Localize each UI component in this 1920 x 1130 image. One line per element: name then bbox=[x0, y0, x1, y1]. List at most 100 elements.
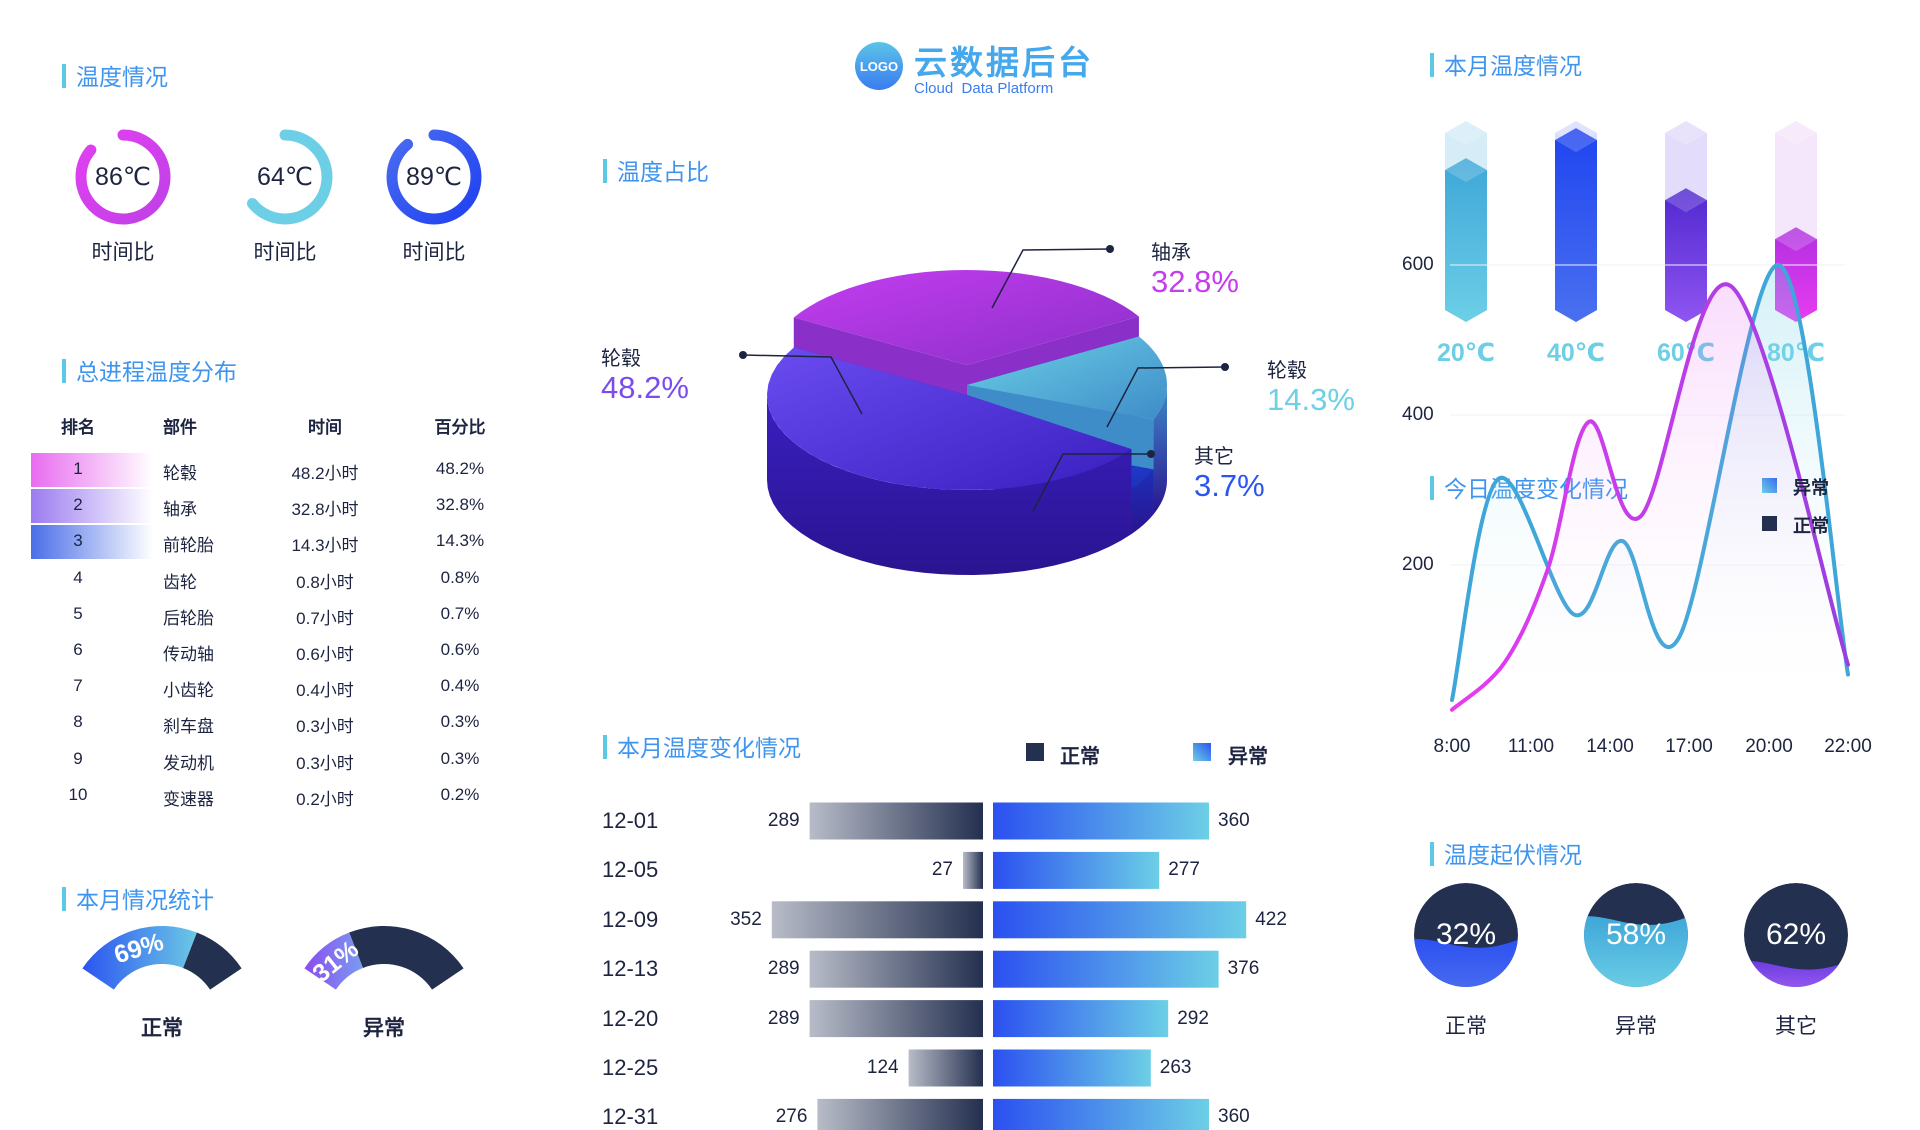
time-cell: 0.4小时 bbox=[296, 681, 354, 701]
rank-cell: 4 bbox=[73, 567, 83, 587]
x-tick-label: 17:00 bbox=[1665, 736, 1713, 757]
pie-label-percent: 3.7% bbox=[1194, 468, 1265, 503]
pie-slice-side bbox=[1153, 385, 1167, 515]
x-tick-label: 22:00 bbox=[1824, 736, 1872, 757]
semi-gauges-svg bbox=[82, 926, 464, 990]
percent-cell: 0.7% bbox=[440, 603, 480, 623]
percent-cell: 0.8% bbox=[440, 567, 480, 587]
pie-leader-dot bbox=[739, 351, 747, 359]
part-cell: 后轮胎 bbox=[163, 608, 214, 628]
thermo-bar[interactable] bbox=[1445, 121, 1487, 322]
thermo-bar-fill-cap bbox=[1665, 188, 1707, 213]
rank-cell: 6 bbox=[73, 640, 83, 659]
bar-normal[interactable] bbox=[809, 1000, 983, 1038]
x-tick-label: 14:00 bbox=[1586, 736, 1634, 757]
percent-cell: 0.2% bbox=[440, 784, 480, 804]
bar-abnormal[interactable] bbox=[993, 1000, 1169, 1038]
legend-swatch-normal bbox=[1026, 743, 1044, 761]
x-tick-label: 11:00 bbox=[1507, 736, 1555, 757]
percent-cell: 14.3% bbox=[435, 531, 485, 551]
part-cell: 刹车盘 bbox=[163, 717, 214, 737]
time-cell: 0.8小时 bbox=[296, 572, 354, 592]
bar-value-abnormal: 376 bbox=[1227, 958, 1260, 980]
part-cell: 传动轴 bbox=[163, 645, 214, 664]
thermo-bar-fill bbox=[1665, 188, 1707, 322]
percent-cell: 0.3% bbox=[440, 748, 480, 768]
rank-highlight bbox=[31, 489, 153, 524]
thermo-bar-fill-cap bbox=[1775, 227, 1817, 252]
x-tick-label: 8:00 bbox=[1433, 736, 1471, 757]
ring-gauge-label: 时间比 bbox=[253, 241, 317, 264]
thermo-bar[interactable] bbox=[1665, 121, 1707, 322]
bar-value-normal: 289 bbox=[767, 810, 800, 831]
ring-gauge-arc bbox=[75, 129, 171, 225]
thermo-bar-label: 40℃ bbox=[1546, 339, 1606, 367]
liquid-ball-value: 32% bbox=[1435, 918, 1497, 951]
bar-normal[interactable] bbox=[809, 950, 983, 988]
bar-value-normal: 27 bbox=[931, 859, 953, 881]
pie-leader-dot bbox=[1221, 363, 1229, 371]
pie-label-name: 其它 bbox=[1194, 446, 1234, 468]
rank-cell: 5 bbox=[73, 603, 83, 623]
thermo-bar-fill bbox=[1555, 128, 1597, 322]
thermo-bar-track-cap bbox=[1445, 121, 1487, 145]
bar-value-normal: 124 bbox=[866, 1057, 899, 1078]
bar-value-normal: 289 bbox=[767, 1007, 800, 1029]
legend-label-abnormal: 异常 bbox=[1228, 746, 1268, 768]
app-subtitle: Cloud Data Platform bbox=[914, 80, 1054, 97]
liquid-ball bbox=[1414, 883, 1518, 987]
bar-abnormal[interactable] bbox=[993, 802, 1209, 840]
app-title: 云数据后台 bbox=[914, 44, 1094, 81]
pie-slice[interactable] bbox=[767, 347, 1132, 575]
gauge-remaining bbox=[183, 932, 242, 990]
time-cell: 0.7小时 bbox=[296, 608, 354, 628]
pie-label-percent: 32.8% bbox=[1151, 264, 1239, 299]
bar-abnormal[interactable] bbox=[993, 901, 1247, 939]
gauge-remaining bbox=[349, 926, 464, 990]
rank-cell: 1 bbox=[73, 459, 83, 478]
percent-cell: 0.6% bbox=[440, 640, 480, 659]
thermo-bar-track-cap bbox=[1665, 121, 1707, 145]
bar-normal[interactable] bbox=[963, 851, 983, 889]
time-cell: 48.2小时 bbox=[291, 464, 359, 483]
time-cell: 32.8小时 bbox=[291, 500, 359, 520]
legend-swatch-abnormal bbox=[1762, 478, 1777, 493]
pie-slice-side bbox=[1131, 469, 1154, 535]
line-series[interactable] bbox=[1450, 282, 1850, 712]
bar-abnormal[interactable] bbox=[993, 851, 1160, 889]
legend-swatch-abnormal bbox=[1193, 743, 1211, 761]
bar-normal[interactable] bbox=[817, 1098, 983, 1130]
table-header-cell: 百分比 bbox=[434, 418, 486, 437]
y-tick-label: 600 bbox=[1402, 254, 1434, 275]
pie-label-name: 轮毂 bbox=[601, 348, 641, 370]
liquid-ball-value: 58% bbox=[1605, 918, 1667, 951]
pie-leader-dot bbox=[1147, 450, 1155, 458]
pie-slice-top bbox=[793, 270, 1139, 365]
time-cell: 0.6小时 bbox=[296, 645, 354, 664]
section-title-process: 总进程温度分布 bbox=[62, 357, 237, 385]
ring-gauge-value: 89℃ bbox=[406, 163, 462, 191]
section-title-pie: 温度占比 bbox=[603, 157, 709, 185]
percent-cell: 48.2% bbox=[435, 459, 485, 478]
bar-category-label: 12-25 bbox=[602, 1055, 659, 1080]
bar-category-label: 12-20 bbox=[602, 1005, 659, 1031]
logo-text: LOGO bbox=[859, 58, 899, 74]
time-cell: 0.3小时 bbox=[296, 753, 354, 773]
thermo-bar[interactable] bbox=[1555, 121, 1597, 322]
bar-normal[interactable] bbox=[809, 802, 983, 840]
rank-cell: 10 bbox=[68, 784, 88, 804]
pie-label-percent: 48.2% bbox=[601, 370, 689, 405]
liquid-ball-value: 62% bbox=[1765, 918, 1827, 951]
bar-normal[interactable] bbox=[771, 901, 983, 939]
bar-abnormal[interactable] bbox=[993, 1098, 1209, 1130]
liquid-wave bbox=[1414, 937, 1518, 987]
pie-leader-line bbox=[1106, 366, 1226, 428]
line-chart-svg bbox=[1450, 263, 1850, 715]
table-header-cell: 部件 bbox=[163, 418, 197, 437]
bar-value-abnormal: 360 bbox=[1218, 810, 1250, 831]
bar-abnormal[interactable] bbox=[993, 950, 1219, 988]
bar-category-label: 12-31 bbox=[602, 1104, 659, 1130]
pie-slice-top bbox=[767, 347, 1132, 490]
section-title-month-stats: 本月情况统计 bbox=[62, 885, 214, 913]
part-cell: 小齿轮 bbox=[163, 681, 214, 701]
